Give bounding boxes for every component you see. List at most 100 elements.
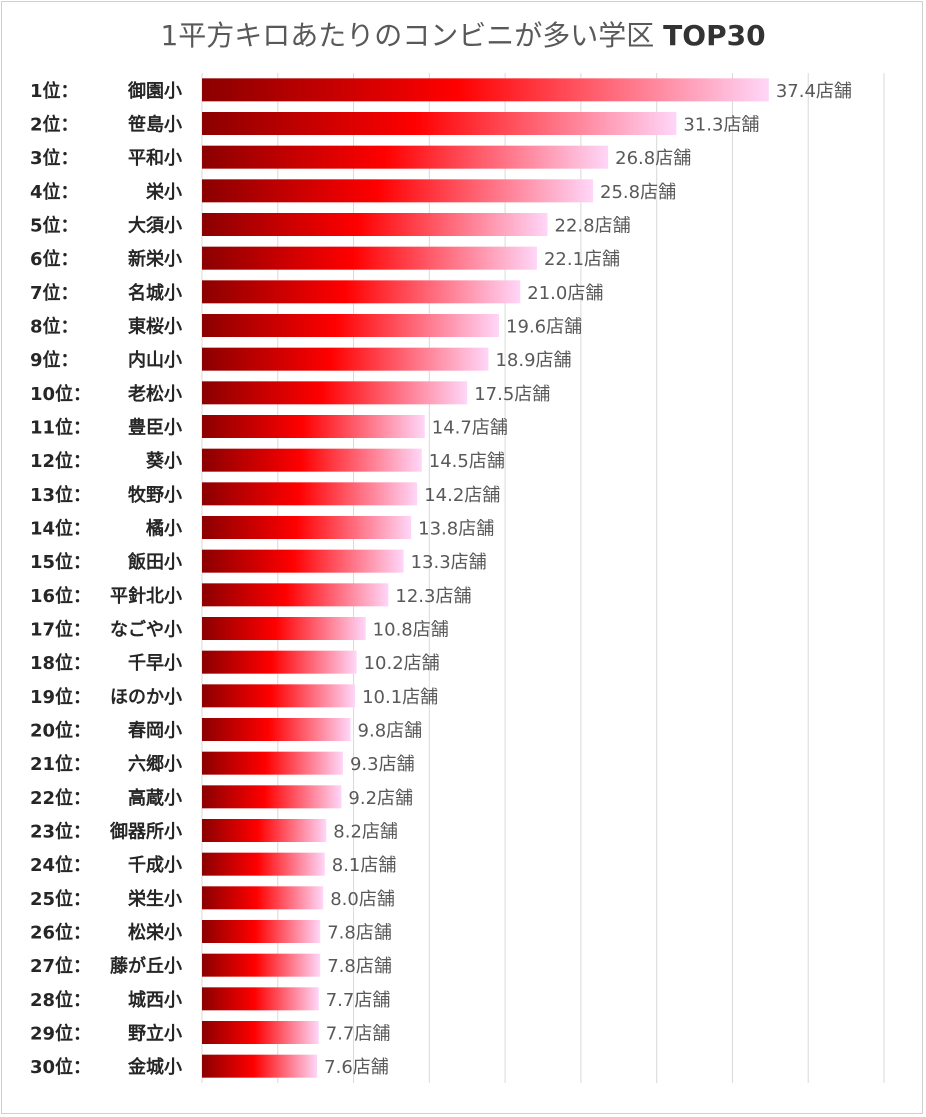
- rank-label-26: 26位：: [30, 922, 91, 944]
- category-label-23: 御器所小: [109, 821, 182, 843]
- value-label-27: 7.8店舗: [327, 956, 392, 977]
- rank-label-29: 29位：: [30, 1023, 91, 1045]
- rank-label-16: 16位：: [30, 585, 91, 607]
- bar-27: [202, 953, 321, 977]
- category-label-20: 春岡小: [128, 720, 182, 742]
- rank-label-1: 1位：: [30, 80, 79, 102]
- bar-16: [202, 583, 389, 607]
- bar-28: [202, 987, 319, 1011]
- rank-label-3: 3位：: [30, 147, 79, 169]
- bar-21: [202, 751, 343, 775]
- category-label-22: 高蔵小: [128, 787, 182, 809]
- value-label-3: 26.8店舗: [615, 148, 691, 169]
- bar-20: [202, 718, 351, 741]
- rank-label-22: 22位：: [30, 787, 91, 809]
- rank-label-4: 4位：: [30, 181, 79, 203]
- value-label-14: 13.8店舗: [418, 519, 494, 540]
- rank-label-23: 23位：: [30, 821, 91, 843]
- category-label-3: 平和小: [128, 148, 182, 169]
- bar-7: [202, 280, 521, 304]
- rank-label-24: 24位：: [30, 854, 91, 876]
- category-label-27: 藤が丘小: [110, 955, 182, 977]
- bar-14: [202, 516, 412, 539]
- rank-label-6: 6位：: [30, 248, 79, 270]
- value-label-18: 10.2店舗: [364, 653, 440, 674]
- rank-label-15: 15位：: [30, 551, 91, 573]
- category-label-18: 千早小: [128, 653, 182, 674]
- bar-3: [202, 145, 609, 169]
- category-label-8: 東桜小: [128, 316, 182, 338]
- labels: 1位： 御園小 37.4店舗 2位： 笹島小 31.3店舗 3位： 平和小 26.8店舗 4位： 栄…: [30, 80, 852, 1078]
- category-label-5: 大須小: [128, 215, 182, 237]
- value-label-1: 37.4店舗: [776, 81, 852, 102]
- rank-label-5: 5位：: [30, 215, 79, 237]
- category-label-17: なごや小: [110, 619, 182, 641]
- chart-title-main: 1平方キロあたりのコンビニが多い学区: [160, 19, 655, 52]
- bar-22: [202, 785, 342, 809]
- category-label-2: 笹島小: [128, 114, 182, 136]
- category-label-30: 金城小: [127, 1056, 182, 1078]
- rank-label-10: 10位：: [30, 383, 91, 405]
- gridlines: [201, 73, 885, 1083]
- category-label-12: 葵小: [145, 451, 182, 472]
- category-label-11: 豊臣小: [128, 418, 182, 439]
- value-label-22: 9.2店舗: [348, 788, 413, 809]
- value-label-16: 12.3店舗: [395, 586, 471, 607]
- rank-label-9: 9位：: [30, 349, 79, 371]
- bar-8: [202, 314, 500, 337]
- bar-26: [202, 920, 321, 943]
- value-label-26: 7.8店舗: [327, 923, 392, 944]
- value-label-29: 7.7店舗: [326, 1024, 391, 1045]
- category-label-26: 松栄小: [128, 922, 182, 944]
- value-label-25: 8.0店舗: [330, 889, 395, 910]
- bar-19: [202, 684, 356, 708]
- category-label-24: 千成小: [128, 854, 182, 876]
- bars: [202, 78, 769, 1078]
- category-label-29: 野立小: [128, 1023, 182, 1045]
- bar-18: [202, 650, 357, 674]
- value-label-17: 10.8店舗: [373, 620, 449, 641]
- rank-label-2: 2位：: [30, 114, 79, 136]
- rank-label-28: 28位：: [30, 989, 91, 1011]
- rank-label-13: 13位：: [30, 484, 91, 506]
- category-label-21: 六郷小: [128, 753, 182, 775]
- category-label-19: ほのか小: [110, 687, 182, 708]
- value-label-11: 14.7店舗: [432, 418, 508, 439]
- value-label-23: 8.2店舗: [333, 822, 398, 843]
- category-label-15: 飯田小: [127, 551, 182, 573]
- value-label-12: 14.5店舗: [429, 451, 505, 472]
- rank-label-20: 20位：: [30, 720, 91, 742]
- category-label-28: 城西小: [128, 989, 182, 1011]
- bar-15: [202, 549, 404, 573]
- bar-12: [202, 448, 422, 472]
- chart-title: 1平方キロあたりのコンビニが多い学区 TOP30: [0, 14, 926, 54]
- bar-13: [202, 482, 418, 506]
- category-label-9: 内山小: [128, 349, 182, 371]
- value-label-7: 21.0店舗: [527, 283, 603, 304]
- value-label-9: 18.9店舗: [495, 350, 571, 371]
- category-label-16: 平針北小: [110, 585, 182, 607]
- value-label-13: 14.2店舗: [424, 485, 500, 506]
- rank-label-7: 7位：: [30, 282, 79, 304]
- value-label-20: 9.8店舗: [358, 721, 423, 742]
- bar-17: [202, 617, 366, 640]
- bar-29: [202, 1021, 319, 1044]
- value-label-5: 22.8店舗: [555, 216, 631, 237]
- value-label-24: 8.1店舗: [332, 855, 397, 876]
- category-label-13: 牧野小: [128, 484, 182, 506]
- bar-1: [202, 78, 769, 102]
- chart-title-suffix: TOP30: [663, 19, 766, 52]
- rank-label-14: 14位：: [30, 518, 91, 540]
- value-label-4: 25.8店舗: [600, 182, 676, 203]
- value-label-10: 17.5店舗: [474, 384, 550, 405]
- category-label-25: 栄生小: [127, 888, 182, 910]
- rank-label-8: 8位：: [30, 316, 79, 338]
- rank-label-27: 27位：: [30, 955, 91, 977]
- value-label-6: 22.1店舗: [544, 249, 620, 270]
- bar-4: [202, 179, 594, 203]
- category-label-1: 御園小: [127, 80, 182, 102]
- category-label-7: 名城小: [128, 282, 182, 304]
- bar-9: [202, 347, 489, 371]
- bar-25: [202, 886, 324, 910]
- category-label-6: 新栄小: [128, 248, 182, 270]
